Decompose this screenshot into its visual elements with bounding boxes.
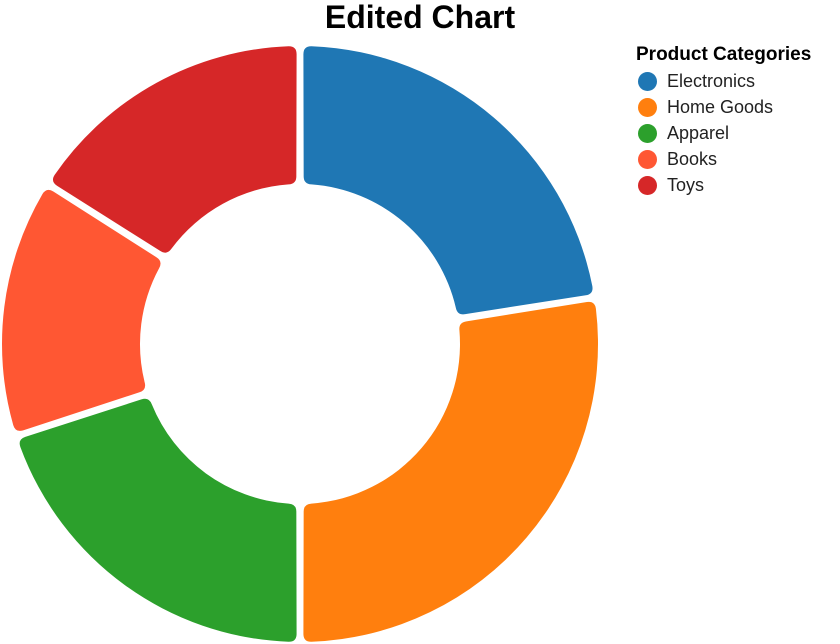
legend-swatch-apparel	[638, 123, 657, 143]
legend-label-home-goods: Home Goods	[667, 96, 774, 117]
legend-label-toys: Toys	[667, 174, 705, 195]
legend-swatch-toys	[638, 175, 657, 195]
slice-home-goods	[303, 301, 598, 642]
legend-label-apparel: Apparel	[667, 122, 730, 143]
legend-label-books: Books	[667, 148, 718, 169]
chart-title: Edited Chart	[324, 0, 516, 35]
legend-label-electronics: Electronics	[667, 70, 756, 91]
slice-apparel	[19, 398, 297, 642]
legend-swatch-books	[638, 149, 657, 169]
legend-swatch-electronics	[638, 71, 657, 91]
legend-item-toys: Toys	[636, 172, 840, 198]
donut-slices	[1, 46, 598, 642]
slice-books	[1, 189, 161, 431]
legend-items: Electronics Home Goods Apparel Books Toys	[636, 68, 840, 198]
legend: Product Categories Electronics Home Goods…	[636, 42, 840, 198]
legend-title: Product Categories	[636, 44, 812, 65]
legend-item-home-goods: Home Goods	[636, 94, 840, 120]
legend-swatch-home-goods	[638, 97, 657, 117]
legend-item-books: Books	[636, 146, 840, 172]
legend-item-electronics: Electronics	[636, 68, 840, 94]
slice-toys	[52, 46, 297, 253]
legend-item-apparel: Apparel	[636, 120, 840, 146]
slice-electronics	[303, 46, 593, 315]
